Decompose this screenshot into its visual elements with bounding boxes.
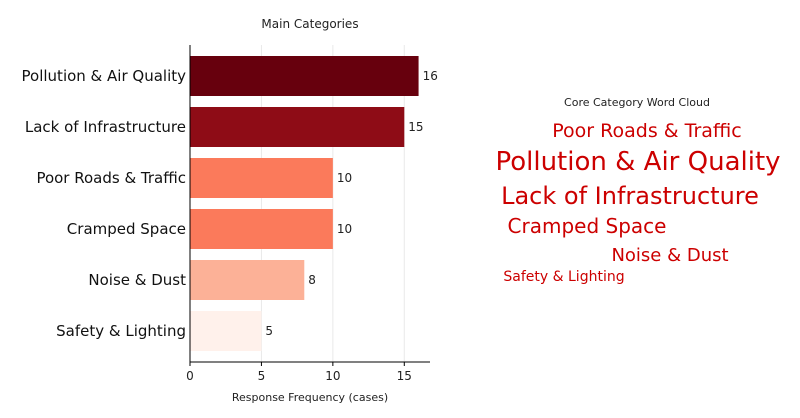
category-label-4: Noise & Dust: [88, 271, 186, 289]
value-label-1: 15: [408, 120, 423, 134]
bar-3: [190, 209, 333, 249]
bar-2: [190, 158, 333, 198]
category-label-1: Lack of Infrastructure: [25, 118, 186, 136]
word-cloud-term-3: Cramped Space: [508, 214, 667, 238]
word-cloud-term-1: Pollution & Air Quality: [495, 147, 780, 177]
category-label-2: Poor Roads & Traffic: [36, 169, 186, 187]
word-cloud-term-5: Safety & Lighting: [503, 269, 624, 285]
word-cloud-term-2: Lack of Infrastructure: [501, 182, 759, 210]
word-cloud-term-0: Poor Roads & Traffic: [552, 120, 741, 142]
bar-4: [190, 260, 305, 300]
bar-chart-bars: Pollution & Air Quality 16 Lack of Infrast…: [22, 56, 438, 351]
word-cloud-term-4: Noise & Dust: [611, 245, 728, 266]
x-tick-label-1: 5: [258, 369, 266, 383]
category-label-5: Safety & Lighting: [56, 322, 186, 340]
value-label-5: 5: [265, 324, 273, 338]
value-label-0: 16: [423, 69, 438, 83]
bar-chart-axes: 0 5 10 15: [186, 45, 430, 383]
bar-chart-title: Main Categories: [261, 17, 358, 31]
bar-chart-grid: [260, 45, 405, 362]
bar-1: [190, 107, 405, 147]
bar-0: [190, 56, 419, 96]
bar-5: [190, 311, 262, 351]
category-label-3: Cramped Space: [67, 220, 186, 238]
category-label-0: Pollution & Air Quality: [22, 67, 187, 85]
word-cloud-title: Core Category Word Cloud: [564, 96, 710, 109]
value-label-4: 8: [308, 273, 316, 287]
x-tick-label-0: 0: [186, 369, 194, 383]
word-cloud: Poor Roads & Traffic Pollution & Air Qual…: [495, 120, 780, 285]
x-axis-title: Response Frequency (cases): [232, 391, 388, 404]
x-tick-label-3: 15: [397, 369, 412, 383]
value-label-2: 10: [337, 171, 352, 185]
value-label-3: 10: [337, 222, 352, 236]
x-tick-label-2: 10: [325, 369, 340, 383]
